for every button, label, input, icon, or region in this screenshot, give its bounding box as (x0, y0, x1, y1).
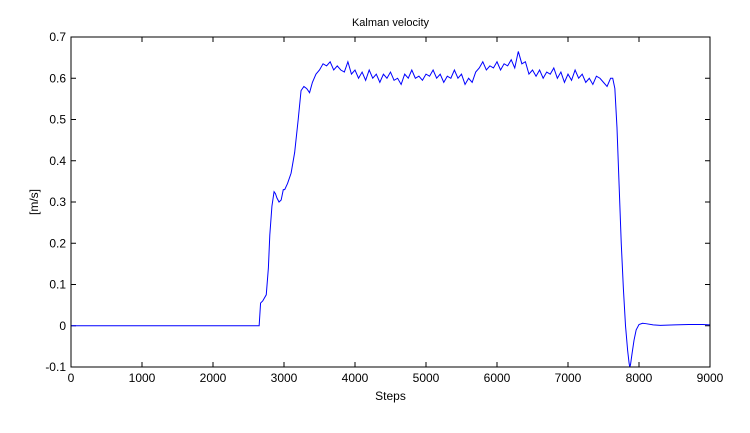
x-tick-label: 0 (68, 371, 75, 385)
plot-background (71, 37, 710, 367)
x-tick-label: 1000 (129, 371, 156, 385)
plot-frame (70, 36, 711, 368)
y-tick-label: 0.3 (49, 195, 66, 209)
y-tick-label: 0.2 (49, 236, 66, 250)
x-tick-label: 9000 (697, 371, 724, 385)
y-axis-label: [m/s] (27, 189, 41, 215)
x-tick-label: 5000 (413, 371, 440, 385)
y-tick-label: 0.5 (49, 113, 66, 127)
y-tick-label: -0.1 (45, 360, 66, 374)
x-tick-label: 4000 (342, 371, 369, 385)
x-tick-label: 6000 (484, 371, 511, 385)
x-tick-label: 3000 (271, 371, 298, 385)
velocity-line (71, 51, 711, 368)
x-axis-ticks: 0 1000 2000 3000 4000 5000 6000 7000 8000 9000 (68, 37, 724, 385)
chart-title: Kalman velocity (352, 17, 430, 29)
y-tick-label: 0.6 (49, 71, 66, 85)
y-tick-label: 0 (59, 319, 66, 333)
x-tick-label: 8000 (626, 371, 653, 385)
x-axis-label: Steps (375, 389, 406, 403)
y-tick-label: 0.1 (49, 278, 66, 292)
x-tick-label: 2000 (200, 371, 227, 385)
x-tick-label: 7000 (555, 371, 582, 385)
y-tick-label: 0.4 (49, 154, 66, 168)
y-tick-label: 0.7 (49, 30, 66, 44)
